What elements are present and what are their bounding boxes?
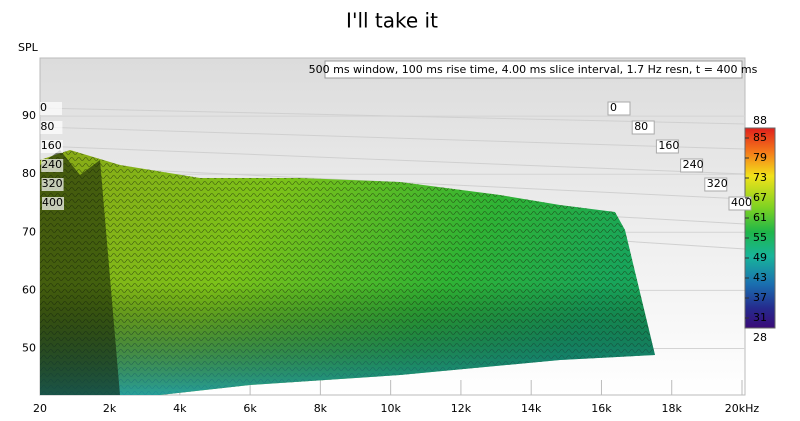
z-tick-label: 80 bbox=[634, 120, 648, 133]
colorbar-tick-label: 43 bbox=[753, 271, 767, 284]
y-tick-label: 50 bbox=[22, 342, 36, 355]
annotation-box bbox=[324, 60, 743, 79]
colorbar-min: 28 bbox=[753, 331, 767, 344]
z-tick-box bbox=[728, 196, 752, 211]
z-tick-label: 240 bbox=[41, 158, 62, 171]
x-tick-label: 20kHz bbox=[725, 402, 760, 415]
x-tick-label: 2k bbox=[103, 402, 117, 415]
z-tick-label: 400 bbox=[42, 196, 63, 209]
z-tick-label: 240 bbox=[683, 158, 704, 171]
annotation: 500 ms window, 100 ms rise time, 4.00 ms… bbox=[309, 63, 758, 76]
y-tick-label: 80 bbox=[22, 167, 36, 180]
z-tick-box bbox=[41, 159, 64, 172]
waterfall-surface bbox=[40, 150, 655, 395]
z-tick-box bbox=[40, 102, 62, 115]
x-tick-label: 8k bbox=[314, 402, 328, 415]
colorbar-max: 88 bbox=[753, 114, 767, 127]
grid-line bbox=[39, 126, 746, 150]
x-tick-label: 16k bbox=[591, 402, 612, 415]
z-tick-label: 320 bbox=[42, 177, 63, 190]
z-tick-box bbox=[704, 177, 728, 192]
x-tick-label: 18k bbox=[662, 402, 683, 415]
x-tick-label: 20 bbox=[33, 402, 47, 415]
x-tick-label: 14k bbox=[521, 402, 542, 415]
colorbar-tick-label: 67 bbox=[753, 191, 767, 204]
y-tick-label: 60 bbox=[22, 283, 36, 296]
x-tick-label: 6k bbox=[243, 402, 257, 415]
colorbar-tick-label: 49 bbox=[753, 251, 767, 264]
surface-shade bbox=[40, 150, 655, 395]
z-tick-label: 320 bbox=[707, 177, 728, 190]
z-tick-box bbox=[631, 120, 655, 135]
z-tick-box bbox=[40, 140, 63, 153]
z-tick-label: 0 bbox=[610, 101, 617, 114]
y-axis-label: SPL bbox=[18, 41, 39, 54]
colorbar-tick-label: 55 bbox=[753, 231, 767, 244]
colorbar-tick-label: 79 bbox=[753, 151, 767, 164]
z-tick-box bbox=[655, 139, 679, 154]
z-tick-label: 160 bbox=[658, 139, 679, 152]
x-tick-label: 10k bbox=[380, 402, 401, 415]
colorbar-tick-label: 61 bbox=[753, 211, 767, 224]
x-tick-label: 4k bbox=[173, 402, 187, 415]
z-tick-box bbox=[42, 197, 64, 210]
z-tick-label: 400 bbox=[731, 196, 752, 209]
z-tick-label: 0 bbox=[40, 101, 47, 114]
grid-line bbox=[39, 145, 746, 175]
colorbar-tick-label: 31 bbox=[753, 311, 767, 324]
surface-front bbox=[40, 150, 120, 395]
colorbar-tick-label: 85 bbox=[753, 131, 767, 144]
z-tick-label: 160 bbox=[41, 139, 62, 152]
y-tick-label: 70 bbox=[22, 225, 36, 238]
z-tick-box bbox=[41, 178, 64, 191]
z-tick-label: 80 bbox=[40, 120, 54, 133]
colorbar-tick-label: 73 bbox=[753, 171, 767, 184]
y-tick-label: 90 bbox=[22, 109, 36, 122]
grid-line bbox=[39, 107, 746, 125]
colorbar-tick-label: 37 bbox=[753, 291, 767, 304]
x-tick-label: 12k bbox=[451, 402, 472, 415]
z-tick-box bbox=[40, 121, 63, 134]
z-tick-box bbox=[680, 158, 704, 173]
chart-title: I'll take it bbox=[346, 9, 438, 33]
colorbar bbox=[744, 127, 776, 329]
z-tick-box bbox=[607, 101, 631, 116]
